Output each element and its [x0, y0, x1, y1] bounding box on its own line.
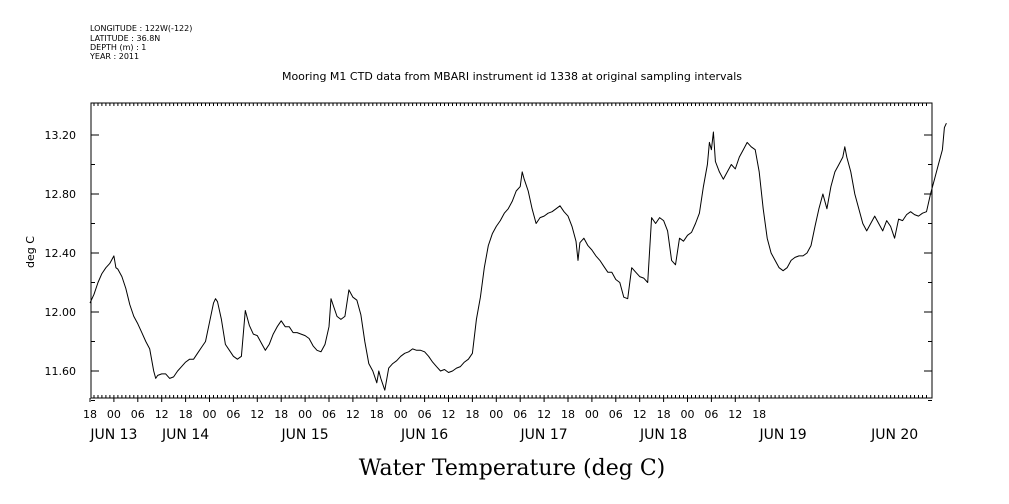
x-hour-label: 18: [465, 408, 479, 421]
x-hour-label: 12: [250, 408, 264, 421]
x-hour-label: 18: [83, 408, 97, 421]
x-hour-label: 06: [131, 408, 145, 421]
x-axis-label: Water Temperature (deg C): [359, 456, 666, 481]
x-hour-label: 12: [346, 408, 360, 421]
x-hour-label: 12: [537, 408, 551, 421]
y-tick-label: 12.00: [45, 306, 77, 319]
series-layer: [89, 122, 947, 391]
x-hour-label: 18: [657, 408, 671, 421]
meta-line-depth: DEPTH (m) : 1: [90, 43, 146, 52]
x-day-label: JUN 14: [161, 427, 209, 443]
x-hour-label: 00: [680, 408, 694, 421]
y-tick-label: 11.60: [45, 365, 77, 378]
meta-line-year: YEAR : 2011: [89, 52, 139, 61]
x-day-label: JUN 15: [281, 427, 329, 443]
plot-frame: [90, 102, 933, 399]
x-hour-label: 00: [394, 408, 408, 421]
x-hour-label: 12: [441, 408, 455, 421]
y-tick-label: 12.40: [45, 247, 77, 260]
x-hour-label: 18: [370, 408, 384, 421]
x-hour-label: 06: [226, 408, 240, 421]
y-tick-label: 12.80: [45, 188, 77, 201]
x-day-label: JUN 20: [870, 427, 918, 443]
y-axis: 11.60 12.00 12.40 12.80 13.20: [45, 129, 932, 401]
x-hour-label: 06: [609, 408, 623, 421]
x-day-label: JUN 18: [639, 427, 687, 443]
x-hour-label: 12: [728, 408, 742, 421]
x-hour-label: 00: [489, 408, 503, 421]
x-day-label: JUN 17: [520, 427, 568, 443]
x-hour-label: 18: [752, 408, 766, 421]
y-tick-label: 13.20: [45, 129, 77, 142]
chart-title: Mooring M1 CTD data from MBARI instrumen…: [282, 70, 742, 83]
x-hour-label: 06: [513, 408, 527, 421]
x-hour-label: 06: [418, 408, 432, 421]
x-hour-label: 06: [322, 408, 336, 421]
x-day-label: JUN 16: [400, 427, 448, 443]
y-axis-label: deg C: [24, 236, 37, 268]
x-hour-label: 00: [585, 408, 599, 421]
minor-ticks: [93, 103, 927, 398]
x-hour-label: 12: [633, 408, 647, 421]
meta-line-longitude: LONGITUDE : 122W(-122): [90, 24, 192, 33]
x-hour-label: 18: [179, 408, 193, 421]
meta-line-latitude: LATITUDE : 36.8N: [90, 34, 160, 43]
x-axis: 18 00 06 12 18 00 06 12 18 00 06 12 18 00 06 12 18 00 06 12…: [83, 398, 918, 443]
x-hour-label: 00: [202, 408, 216, 421]
x-hour-label: 06: [704, 408, 718, 421]
meta-block: LONGITUDE : 122W(-122) LATITUDE : 36.8N …: [89, 24, 192, 61]
x-day-label: JUN 19: [759, 427, 807, 443]
hourly-minor-ticks: [93, 103, 927, 398]
x-hour-label: 18: [561, 408, 575, 421]
x-hour-label: 18: [274, 408, 288, 421]
x-hour-label: 12: [155, 408, 169, 421]
x-day-label: JUN 13: [89, 427, 137, 443]
x-hour-label: 00: [298, 408, 312, 421]
series-line-temperature: [89, 122, 947, 391]
x-hour-label: 00: [107, 408, 121, 421]
